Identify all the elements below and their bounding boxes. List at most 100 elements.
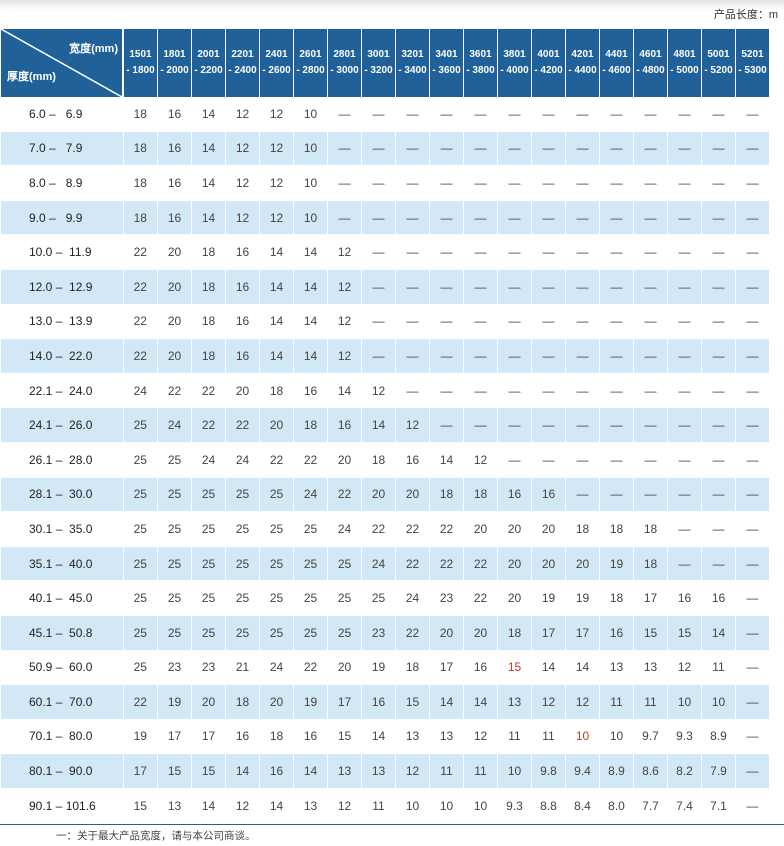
length-cell: 25: [157, 615, 192, 651]
length-cell: 12: [395, 407, 430, 443]
length-cell: —: [361, 200, 396, 236]
length-cell: 22: [327, 477, 362, 513]
length-cell: 12: [259, 97, 294, 132]
length-cell: 25: [259, 546, 294, 582]
length-cell: —: [531, 234, 566, 270]
length-cell: 25: [157, 442, 192, 478]
length-cell: —: [667, 511, 702, 547]
length-cell: —: [361, 165, 396, 201]
column-header: 4201 - 4400: [565, 29, 600, 97]
length-cell: 14: [225, 753, 260, 789]
column-header-line: 4801: [673, 49, 696, 60]
length-cell: 16: [463, 650, 498, 686]
length-cell: 21: [225, 650, 260, 686]
length-cell: —: [327, 200, 362, 236]
length-cell: 12: [225, 200, 260, 236]
length-cell: 7.9: [701, 753, 736, 789]
length-cell: 14: [293, 234, 328, 270]
length-cell: 25: [327, 615, 362, 651]
length-cell: 16: [327, 407, 362, 443]
length-cell: 19: [293, 684, 328, 720]
length-cell: 25: [327, 580, 362, 616]
length-cell: —: [463, 234, 498, 270]
column-header: 5001 - 5200: [701, 29, 736, 97]
table-row: 50.9 – 60.0 25 23 23 21 24 22 20 19 18 17 16 15 14 14 1…: [1, 650, 770, 686]
length-cell: 18: [123, 131, 158, 167]
length-cell: —: [633, 165, 668, 201]
length-cell: 25: [123, 407, 158, 443]
column-header-line: 4201: [571, 49, 594, 60]
length-cell: 18: [123, 97, 158, 132]
length-cell: 20: [395, 477, 430, 513]
length-cell: —: [565, 304, 600, 340]
column-header-line: - 2800: [296, 65, 325, 76]
length-cell: —: [497, 200, 532, 236]
length-cell: —: [599, 442, 634, 478]
length-cell: 10: [701, 684, 736, 720]
length-cell: 16: [395, 442, 430, 478]
length-cell: —: [429, 373, 464, 409]
length-cell: 12: [327, 788, 362, 824]
length-cell: —: [429, 234, 464, 270]
length-cell: 19: [157, 684, 192, 720]
length-cell: 25: [225, 511, 260, 547]
table-row: 70.1 – 80.0 19 17 17 16 18 16 15 14 13 13 12 11 11 10 1…: [1, 719, 770, 755]
diagonal-divider: [1, 29, 122, 97]
length-cell: —: [633, 442, 668, 478]
length-cell: —: [633, 200, 668, 236]
length-cell: 12: [667, 650, 702, 686]
length-cell: 16: [293, 719, 328, 755]
length-cell: 14: [361, 407, 396, 443]
table-row: 60.1 – 70.0 22 19 20 18 20 19 17 16 15 14 14 13 12 12 1…: [1, 684, 770, 720]
length-cell: 15: [667, 615, 702, 651]
length-cell: 17: [531, 615, 566, 651]
length-cell: —: [531, 338, 566, 374]
length-cell: 18: [191, 234, 226, 270]
length-cell: —: [497, 338, 532, 374]
length-cell: —: [429, 269, 464, 305]
length-cell: 14: [191, 165, 226, 201]
length-cell: —: [395, 131, 430, 167]
length-cell: 10: [667, 684, 702, 720]
column-header-line: 2001: [197, 49, 220, 60]
length-cell: —: [565, 407, 600, 443]
column-header-line: - 2400: [228, 65, 257, 76]
length-cell: 22: [429, 511, 464, 547]
length-cell: 15: [497, 650, 532, 686]
length-cell: 25: [123, 477, 158, 513]
length-cell: 18: [225, 684, 260, 720]
length-cell: 13: [361, 753, 396, 789]
table-row: 40.1 – 45.0 25 25 25 25 25 25 25 25 24 23 22 20 19 19 1…: [1, 580, 770, 616]
length-cell: 12: [225, 165, 260, 201]
length-cell: 14: [191, 200, 226, 236]
length-cell: 22: [123, 338, 158, 374]
length-cell: —: [599, 477, 634, 513]
thickness-range: 45.1 – 50.8: [1, 615, 124, 651]
thickness-range: 80.1 – 90.0: [1, 753, 124, 789]
table-row: 7.0 – 7.9 18 16 14 12 12 10— — — — — — — — — — — — —: [1, 131, 770, 167]
length-cell: 13: [633, 650, 668, 686]
table-row: 80.1 – 90.0 17 15 15 14 16 14 13 13 12 11 11 10 9.8 9.…: [1, 753, 770, 789]
length-cell: 11: [701, 650, 736, 686]
table-row: 26.1 – 28.0 25 25 24 24 22 22 20 18 16 14 12— — — — — — —…: [1, 442, 770, 478]
length-cell: —: [701, 338, 736, 374]
length-cell: 15: [123, 788, 158, 824]
length-cell: —: [361, 338, 396, 374]
length-cell: —: [599, 97, 634, 132]
length-cell: —: [599, 269, 634, 305]
column-header: 2801 - 3000: [327, 29, 362, 97]
length-cell: —: [361, 97, 396, 132]
length-cell: 17: [123, 753, 158, 789]
length-cell: —: [429, 338, 464, 374]
length-cell: 12: [259, 200, 294, 236]
length-cell: —: [463, 165, 498, 201]
length-cell: 8.0: [599, 788, 634, 824]
length-cell: 12: [225, 97, 260, 132]
length-cell: 12: [565, 684, 600, 720]
length-cell: —: [599, 407, 634, 443]
length-cell: —: [565, 442, 600, 478]
column-header-line: 5201: [741, 49, 764, 60]
column-header: 2401 - 2600: [259, 29, 294, 97]
column-header-line: - 3200: [364, 65, 393, 76]
length-cell: —: [395, 97, 430, 132]
